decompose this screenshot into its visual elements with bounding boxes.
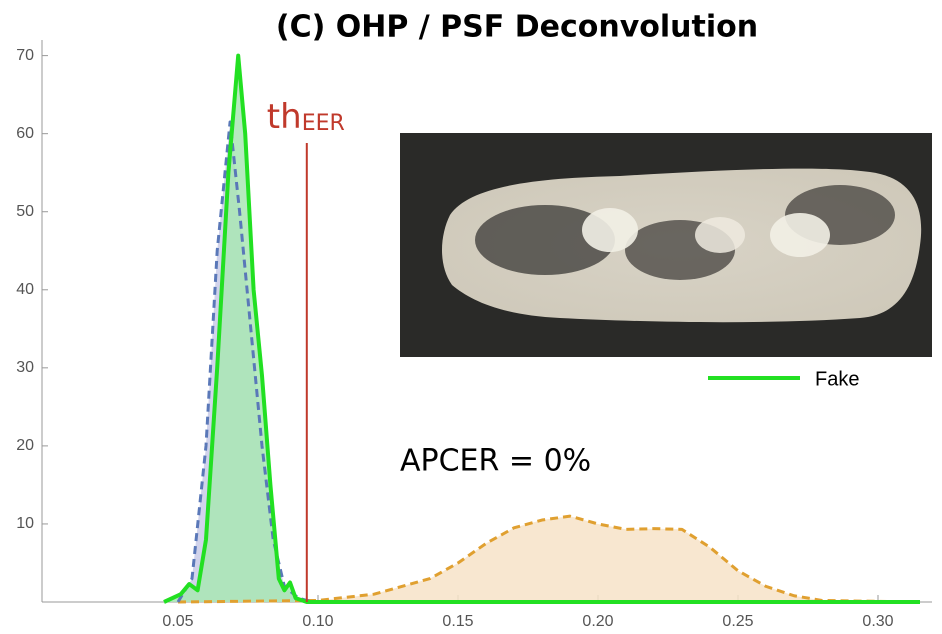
y-tick-label: 20: [16, 437, 34, 454]
line: [163, 53, 920, 604]
fingerprint-image: [400, 133, 932, 357]
annotation: APCER = 0%: [400, 444, 591, 479]
area: [178, 516, 920, 602]
legend-label: Fake: [815, 368, 859, 390]
y-tick-label: 60: [16, 125, 34, 142]
line: [177, 514, 921, 604]
x-tick-label: 0.25: [722, 613, 753, 630]
threshold-label: thEER: [267, 97, 345, 137]
threshold-label-sub: EER: [302, 111, 345, 136]
x-tick-label: 0.10: [302, 613, 333, 630]
chart-title: (C) OHP / PSF Deconvolution: [276, 10, 758, 45]
area: [164, 55, 920, 603]
y-tick-label: 40: [16, 281, 34, 298]
y-tick-label: 10: [16, 515, 34, 532]
threshold-label-main: th: [267, 97, 302, 137]
y-tick-label: 30: [16, 359, 34, 376]
x-tick-label: 0.30: [862, 613, 893, 630]
x-tick-label: 0.05: [162, 613, 193, 630]
x-tick-label: 0.20: [582, 613, 613, 630]
x-tick-label: 0.15: [442, 613, 473, 630]
y-tick-label: 70: [16, 47, 34, 64]
y-tick-label: 50: [16, 203, 34, 220]
